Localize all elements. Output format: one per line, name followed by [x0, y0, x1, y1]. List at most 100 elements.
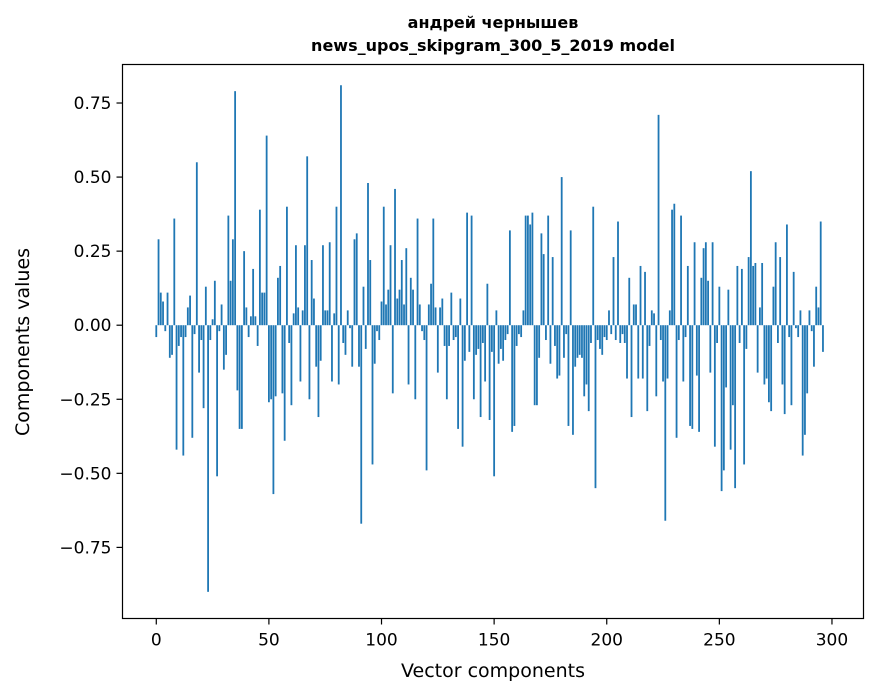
bar	[518, 325, 520, 335]
bar	[283, 325, 286, 441]
bar	[623, 325, 626, 343]
bar	[243, 251, 246, 326]
bar	[743, 325, 746, 465]
bar	[277, 277, 279, 326]
bar	[162, 301, 164, 326]
bar	[531, 212, 534, 326]
bar	[612, 257, 615, 326]
bar	[691, 325, 694, 429]
bar	[427, 304, 430, 326]
chart-subtitle: news_upos_skipgram_300_5_2019 model	[311, 36, 675, 55]
bar	[490, 325, 493, 352]
bar	[333, 313, 336, 326]
bar	[813, 325, 815, 367]
bar	[349, 325, 351, 329]
bar	[472, 325, 475, 400]
bar	[434, 307, 437, 326]
bar	[801, 325, 804, 456]
bar	[204, 286, 207, 326]
bar	[527, 215, 529, 326]
bar	[452, 325, 455, 341]
bar	[218, 325, 221, 332]
bar	[567, 325, 570, 426]
bar	[443, 325, 446, 346]
bar	[193, 325, 196, 335]
bar	[551, 257, 554, 326]
bar	[475, 325, 478, 355]
bar	[774, 242, 777, 326]
bar	[418, 304, 421, 326]
y-tick-label: −0.75	[59, 538, 111, 558]
bar	[439, 307, 441, 326]
bar	[529, 224, 532, 326]
bar	[542, 254, 545, 326]
bar	[671, 209, 673, 326]
bar	[288, 325, 291, 343]
bar	[686, 265, 689, 326]
bar	[513, 325, 516, 426]
bar	[308, 325, 311, 400]
bar	[380, 301, 383, 326]
bar	[795, 325, 797, 329]
bar	[605, 325, 608, 341]
bar	[326, 310, 329, 326]
bar	[459, 298, 462, 326]
bar	[479, 325, 482, 418]
bar	[524, 215, 527, 326]
bar	[186, 307, 189, 326]
bar	[231, 239, 234, 326]
bar	[565, 325, 568, 335]
bar	[222, 325, 225, 370]
bar	[337, 325, 340, 385]
bar	[628, 277, 631, 326]
x-tick-label: 250	[703, 631, 735, 651]
bar	[313, 298, 315, 326]
bar	[693, 242, 696, 326]
bar	[328, 242, 331, 326]
y-tick-label: 0.00	[74, 316, 112, 336]
bar	[369, 260, 372, 326]
bar	[677, 325, 680, 341]
bar	[770, 325, 773, 412]
bar	[441, 298, 444, 326]
bar	[680, 215, 682, 326]
bar	[768, 325, 770, 403]
bar	[385, 304, 387, 326]
bar	[448, 325, 450, 346]
bar	[695, 325, 698, 376]
bar	[227, 215, 230, 326]
bar	[200, 325, 203, 341]
y-tick-label: 0.25	[74, 242, 112, 262]
bar	[594, 325, 597, 489]
bar	[808, 310, 811, 326]
bar	[619, 325, 622, 343]
bar	[581, 325, 583, 358]
bar	[412, 289, 414, 326]
bar	[254, 316, 257, 326]
x-axis-label: Vector components	[401, 660, 585, 682]
bar	[317, 325, 320, 418]
bar	[484, 325, 487, 382]
bar	[177, 325, 180, 346]
bar	[387, 289, 390, 326]
bar	[373, 325, 376, 364]
bar	[351, 325, 354, 367]
bar	[777, 325, 779, 343]
bar	[585, 325, 588, 385]
bar	[295, 245, 297, 326]
bar	[779, 257, 782, 326]
bar	[322, 245, 324, 326]
bar	[635, 304, 637, 326]
bar	[495, 310, 498, 326]
bar	[617, 221, 619, 326]
bars-group	[155, 85, 824, 592]
bar	[457, 325, 459, 429]
bar	[646, 325, 649, 412]
bar	[378, 325, 381, 341]
bar	[168, 325, 171, 358]
bar	[225, 325, 227, 355]
bar	[511, 325, 514, 432]
bar	[702, 248, 705, 326]
bar	[394, 188, 396, 326]
bar	[364, 325, 367, 349]
